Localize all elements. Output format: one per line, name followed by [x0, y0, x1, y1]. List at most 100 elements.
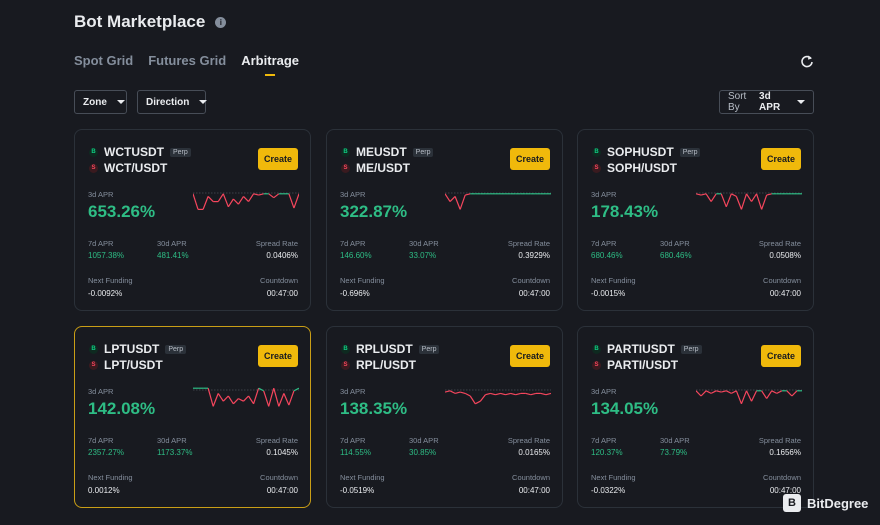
apr-sparkline: [445, 389, 551, 405]
sparkline-segment: [490, 392, 496, 396]
spot-pair-row: S RPL/USDT: [341, 358, 416, 372]
apr30d-label: 30d APR: [660, 436, 690, 445]
sparkline-segment: [750, 390, 758, 402]
sparkline-segment: [459, 194, 466, 210]
countdown-value: 00:47:00: [769, 486, 801, 495]
sparkline-segment: [751, 193, 758, 202]
sparkline-segment: [193, 193, 199, 210]
refresh-icon[interactable]: [800, 54, 814, 68]
create-button[interactable]: Create: [258, 148, 298, 170]
sparkline-segment: [510, 392, 516, 396]
spot-symbol: PARTI/USDT: [607, 358, 679, 372]
perp-symbol: PARTIUSDT: [607, 342, 675, 356]
countdown-value: 00:47:00: [769, 289, 801, 298]
spot-badge-icon: S: [341, 163, 350, 173]
binance-badge-icon: B: [341, 147, 350, 157]
sparkline-segment: [258, 387, 264, 392]
sparkline-segment: [495, 392, 501, 396]
apr3d-value: 142.08%: [88, 399, 156, 418]
countdown-label: Countdown: [512, 473, 550, 482]
sparkline-segment: [710, 193, 717, 202]
apr7d-label: 7d APR: [340, 239, 366, 248]
zone-label: Zone: [83, 96, 107, 108]
tab-futures-grid[interactable]: Futures Grid: [148, 53, 227, 68]
apr3d-label: 3d APR: [88, 190, 114, 199]
apr30d-label: 30d APR: [409, 436, 439, 445]
apr7d-value: 680.46%: [591, 251, 623, 260]
sparkline-segment: [731, 193, 737, 197]
bot-card[interactable]: B PARTIUSDT Perp S PARTI/USDT Create 3d …: [577, 326, 814, 508]
spot-symbol: SOPH/USDT: [607, 161, 678, 175]
sparkline-segment: [469, 395, 476, 405]
spot-pair-row: S ME/USDT: [341, 161, 410, 175]
sparkline-segment: [449, 195, 456, 203]
sparkline-segment: [238, 398, 244, 402]
sparkline-segment: [207, 195, 214, 203]
sparkline-segment: [222, 193, 229, 208]
create-button[interactable]: Create: [761, 345, 801, 367]
bot-card[interactable]: B SOPHUSDT Perp S SOPH/USDT Create 3d AP…: [577, 129, 814, 311]
create-button[interactable]: Create: [258, 345, 298, 367]
bot-card[interactable]: B RPLUSDT Perp S RPL/USDT Create 3d APR …: [326, 326, 563, 508]
next-funding-value: -0.0092%: [88, 289, 123, 298]
apr30d-label: 30d APR: [157, 239, 187, 248]
sparkline-segment: [485, 392, 491, 396]
bot-card[interactable]: B WCTUSDT Perp S WCT/USDT Create 3d APR …: [74, 129, 311, 311]
spread-rate-label: Spread Rate: [507, 436, 550, 445]
sparkline-segment: [227, 198, 234, 208]
apr3d-label: 3d APR: [591, 387, 617, 396]
sort-dropdown[interactable]: Sort By 3d APR: [719, 90, 814, 114]
sort-by-label: Sort By: [728, 91, 747, 113]
apr-sparkline: [696, 389, 802, 405]
sparkline-segment: [515, 392, 521, 396]
direction-dropdown[interactable]: Direction: [137, 90, 208, 114]
countdown-value: 00:47:00: [266, 486, 298, 495]
sparkline-segment: [700, 390, 707, 397]
spread-rate-label: Spread Rate: [758, 436, 801, 445]
create-button[interactable]: Create: [510, 148, 550, 170]
apr7d-value: 146.60%: [340, 251, 372, 260]
sparkline-segment: [212, 393, 219, 407]
sort-value: 3d APR: [759, 91, 781, 113]
apr3d-label: 3d APR: [591, 190, 617, 199]
perp-tag: Perp: [412, 147, 434, 157]
sparkline-segment: [786, 390, 793, 397]
tab-arbitrage[interactable]: Arbitrage: [241, 53, 299, 76]
sparkline-segment: [705, 390, 712, 394]
chevron-down-icon: [199, 100, 208, 104]
apr7d-label: 7d APR: [340, 436, 366, 445]
sparkline-segment: [283, 393, 290, 406]
spread-rate-label: Spread Rate: [758, 239, 801, 248]
spot-pair-row: S PARTI/USDT: [592, 358, 678, 372]
bot-card[interactable]: B MEUSDT Perp S ME/USDT Create 3d APR 32…: [326, 129, 563, 311]
info-icon[interactable]: i: [215, 16, 227, 28]
zone-dropdown[interactable]: Zone: [74, 90, 127, 114]
apr30d-value: 30.85%: [409, 448, 437, 457]
sparkline-segment: [202, 196, 209, 210]
sparkline-segment: [525, 392, 531, 396]
perp-pair-row: B RPLUSDT Perp: [341, 342, 440, 356]
spot-badge-icon: S: [341, 360, 350, 370]
sparkline-segment: [464, 392, 471, 397]
next-funding-value: -0.0322%: [591, 486, 626, 495]
bitdegree-logo-icon: B: [783, 494, 801, 512]
sparkline-segment: [227, 395, 234, 405]
sparkline-segment: [248, 193, 255, 202]
sparkline-segment: [700, 193, 707, 196]
sparkline-segment: [740, 390, 748, 405]
bot-card[interactable]: B LPTUSDT Perp S LPT/USDT Create 3d APR …: [74, 326, 311, 508]
sparkline-segment: [705, 193, 712, 202]
binance-badge-icon: B: [592, 147, 601, 157]
spread-rate-value: 0.3929%: [518, 251, 550, 260]
tab-spot-grid[interactable]: Spot Grid: [74, 53, 134, 68]
binance-badge-icon: B: [89, 147, 98, 157]
apr3d-value: 322.87%: [340, 202, 408, 221]
sparkline-segment: [756, 193, 763, 210]
create-button[interactable]: Create: [761, 148, 801, 170]
spread-rate-value: 0.0406%: [266, 251, 298, 260]
sparkline-segment: [479, 394, 486, 402]
apr30d-value: 1173.37%: [157, 448, 193, 457]
sparkline-segment: [232, 398, 239, 405]
create-button[interactable]: Create: [510, 345, 550, 367]
apr30d-label: 30d APR: [157, 436, 187, 445]
